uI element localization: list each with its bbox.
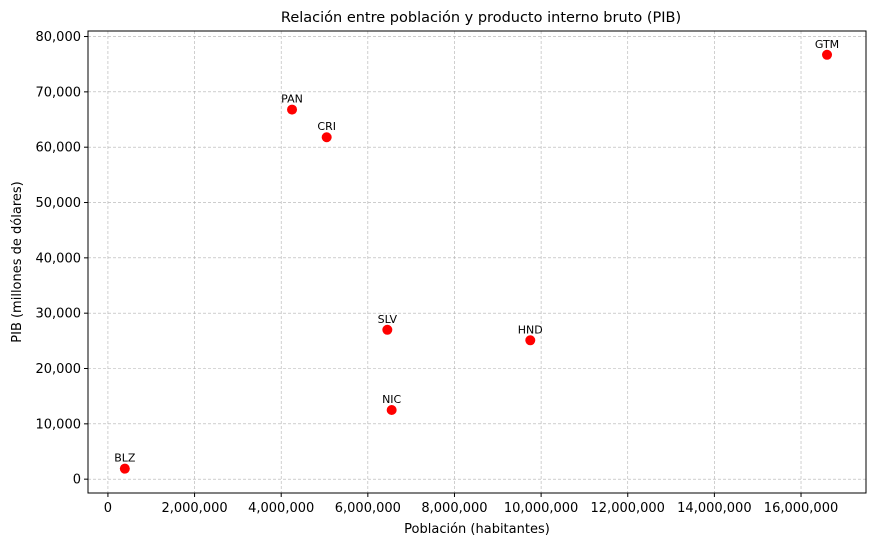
x-tick-label: 4,000,000 xyxy=(248,501,314,516)
data-label-hnd: HND xyxy=(518,323,543,336)
plot-frame xyxy=(87,30,867,494)
data-points: BLZ PAN CRI SLV NIC HND GTM xyxy=(114,38,839,474)
data-label-slv: SLV xyxy=(378,313,398,326)
y-tick-label: 70,000 xyxy=(36,85,82,100)
y-tick-label: 50,000 xyxy=(36,196,82,211)
data-point-pan xyxy=(287,104,298,115)
x-tick-label: 12,000,000 xyxy=(591,501,665,516)
x-tick-label: 2,000,000 xyxy=(161,501,227,516)
y-tick-label: 80,000 xyxy=(36,30,82,45)
y-tick-label: 30,000 xyxy=(36,307,82,322)
data-point-slv xyxy=(382,324,393,335)
y-tick-label: 20,000 xyxy=(36,362,82,377)
x-tick-label: 14,000,000 xyxy=(677,501,751,516)
data-label-gtm: GTM xyxy=(815,38,839,51)
data-label-pan: PAN xyxy=(281,93,303,106)
data-point-nic xyxy=(386,405,397,416)
data-point-gtm xyxy=(822,49,833,60)
x-tick-label: 16,000,000 xyxy=(764,501,838,516)
x-axis-label: Población (habitantes) xyxy=(404,522,550,537)
data-label-nic: NIC xyxy=(382,393,401,406)
grid xyxy=(88,31,866,493)
x-tick-label: 6,000,000 xyxy=(335,501,401,516)
data-label-blz: BLZ xyxy=(114,452,136,465)
y-tick-label: 10,000 xyxy=(36,417,82,432)
data-point-blz xyxy=(119,463,130,474)
axis-ticks: 0 2,000,000 4,000,000 6,000,000 8,000,000 10,… xyxy=(36,30,839,516)
data-label-cri: CRI xyxy=(317,120,336,133)
data-point-hnd xyxy=(525,335,536,346)
x-tick-label: 0 xyxy=(104,501,112,516)
x-tick-label: 8,000,000 xyxy=(421,501,487,516)
y-tick-label: 40,000 xyxy=(36,251,82,266)
data-point-cri xyxy=(321,132,332,143)
y-tick-label: 0 xyxy=(73,473,81,488)
chart-title: Relación entre población y producto inte… xyxy=(281,10,681,26)
y-tick-label: 60,000 xyxy=(36,141,82,156)
x-tick-label: 10,000,000 xyxy=(504,501,578,516)
y-axis-label: PIB (millones de dólares) xyxy=(10,181,25,342)
